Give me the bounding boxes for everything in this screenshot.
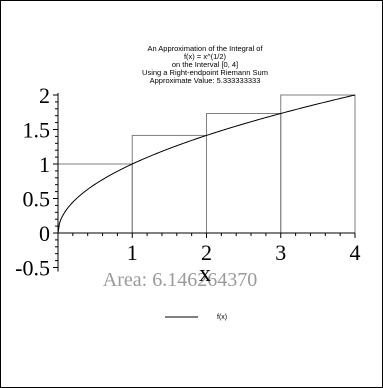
x-axis-label: x (199, 261, 211, 287)
legend: f(x) (165, 314, 227, 321)
x-tick-label: 4 (350, 240, 361, 265)
x-tick-label: 1 (127, 240, 138, 265)
title-line-3: on the Interval [0, 4] (172, 60, 238, 69)
title-line-5: Approximate Value: 5.333333333 (150, 76, 261, 85)
tick-labels: 2 1.5 1 0.5 0 -0.5 1 2 3 4 (15, 83, 360, 281)
riemann-rect-4 (280, 94, 356, 234)
function-curve (57, 94, 356, 234)
axes (53, 93, 356, 272)
y-tick-label: 0.5 (23, 187, 51, 212)
title-line-4: Using a Right-endpoint Riemann Sum (142, 68, 268, 77)
title-line-1: An Approximation of the Integral of (147, 44, 263, 53)
y-tick-label: 1.5 (23, 118, 51, 143)
riemann-rect-2 (131, 134, 207, 234)
riemann-rectangles (57, 94, 356, 234)
area-label: Area: 6.146264370 (103, 269, 257, 291)
chart-title: An Approximation of the Integral of f(x)… (142, 44, 268, 85)
riemann-rect-1 (57, 163, 133, 234)
y-tick-label: 2 (39, 83, 50, 108)
title-line-2: f(x) = x^(1/2) (184, 52, 227, 61)
x-tick-label: 2 (201, 240, 212, 265)
x-tick-label: 3 (275, 240, 286, 265)
y-tick-label: -0.5 (15, 256, 50, 281)
y-tick-label: 1 (39, 152, 50, 177)
y-tick-label: 0 (39, 221, 50, 246)
legend-label: f(x) (217, 314, 227, 321)
